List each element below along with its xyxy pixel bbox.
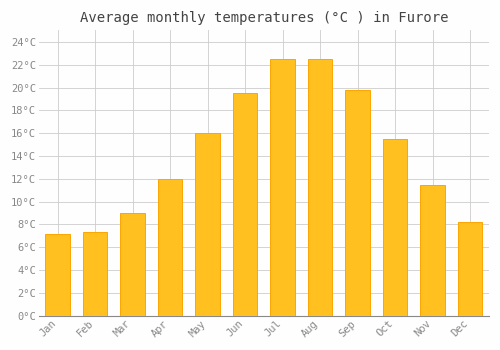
Bar xyxy=(196,133,220,316)
Bar xyxy=(346,90,370,316)
Bar xyxy=(308,59,332,316)
Title: Average monthly temperatures (°C ) in Furore: Average monthly temperatures (°C ) in Fu… xyxy=(80,11,448,25)
Bar xyxy=(270,59,295,316)
Bar xyxy=(120,213,145,316)
Bar xyxy=(46,233,70,316)
Bar xyxy=(458,222,482,316)
Bar xyxy=(383,139,407,316)
Bar xyxy=(420,184,445,316)
Bar xyxy=(233,93,258,316)
Bar xyxy=(158,179,182,316)
Bar xyxy=(83,232,108,316)
